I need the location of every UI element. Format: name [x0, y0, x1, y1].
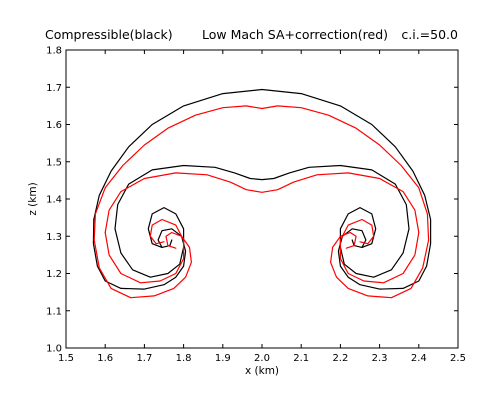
y-tick-label: 1.3: [46, 232, 62, 243]
title-right: c.i.=50.0: [401, 27, 458, 42]
y-tick-label: 1.5: [46, 157, 62, 168]
y-tick-label: 1.1: [46, 306, 62, 317]
y-tick-label: 1.7: [46, 83, 62, 94]
compressible-contour-inner: [114, 164, 410, 278]
y-tick-label: 1.4: [46, 195, 62, 206]
x-tick-label: 1.7: [136, 353, 152, 364]
x-tick-label: 1.9: [215, 353, 231, 364]
low-mach-contour-outer-mirror: [93, 213, 192, 299]
x-tick-label: 2.1: [293, 353, 309, 364]
compressible-contour-outer-mirror: [92, 218, 187, 290]
y-tick-label: 1.2: [46, 269, 62, 280]
low-mach-contour-inner: [104, 172, 420, 284]
x-tick-label: 1.8: [176, 353, 192, 364]
y-tick-label: 1.6: [46, 120, 62, 131]
compressible-contour-inner-mirror: [114, 207, 185, 278]
y-axis-label: z (km): [27, 182, 39, 215]
y-tick-label: 1.8: [46, 46, 62, 57]
plot-frame: [65, 49, 459, 349]
x-tick-label: 1.5: [58, 353, 74, 364]
title-left: Compressible(black): [45, 27, 173, 42]
x-tick-label: 2.5: [450, 353, 466, 364]
x-tick-label: 2.2: [332, 353, 348, 364]
compressible-contour-outer: [93, 88, 432, 290]
y-tick-label: 1.0: [46, 344, 62, 355]
low-mach-contour-outer: [94, 105, 430, 299]
x-axis-label: x (km): [245, 365, 279, 377]
x-tick-label: 2.0: [254, 353, 270, 364]
x-tick-label: 2.4: [411, 353, 427, 364]
title-center: Low Mach SA+correction(red): [202, 27, 388, 42]
x-tick-label: 2.3: [372, 353, 388, 364]
contour-lines: [92, 88, 432, 299]
x-tick-label: 1.6: [97, 353, 113, 364]
low-mach-contour-inner-mirror: [104, 218, 185, 284]
axis-ticks: 1.5 1.6 1.7 1.8 1.9 2.0 2.1 2.2 2.3 2.4 2.5 1.0 1.1 1…: [46, 46, 466, 365]
